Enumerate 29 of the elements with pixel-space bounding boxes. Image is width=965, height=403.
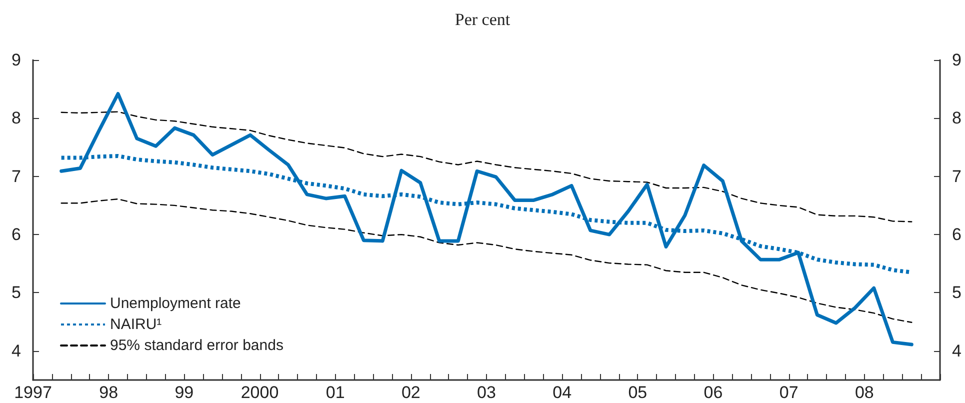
y-tick-label: 8 — [12, 108, 21, 128]
x-tick-label: 2000 — [240, 383, 279, 402]
y-tick-label: 4 — [12, 341, 21, 360]
x-tick-label: 03 — [477, 383, 496, 402]
y2-tick-label: 7 — [952, 166, 962, 186]
y2-tick-label: 4 — [952, 341, 962, 360]
y2-tick-label: 5 — [952, 283, 962, 302]
y-tick-label: 6 — [12, 225, 21, 244]
x-tick-label: 1997 — [14, 383, 52, 402]
legend-label: 95% standard error bands — [110, 337, 284, 354]
legend-label: Unemployment rate — [110, 295, 241, 312]
x-tick-label: 07 — [779, 383, 798, 402]
legend-label: NAIRU¹ — [110, 316, 162, 333]
x-tick-label: 05 — [628, 383, 648, 402]
x-tick-label: 08 — [854, 383, 874, 402]
x-tick-label: 02 — [401, 383, 420, 402]
y2-tick-label: 6 — [952, 225, 962, 244]
y-tick-label: 7 — [12, 166, 21, 186]
line-series — [60, 111, 912, 222]
x-tick-label: 01 — [326, 383, 345, 402]
chart-title: Per cent — [454, 10, 510, 29]
x-tick-label: 04 — [552, 383, 572, 402]
y-tick-label: 5 — [12, 283, 21, 302]
y2-tick-label: 9 — [952, 50, 962, 70]
y-tick-label: 9 — [12, 50, 21, 70]
y2-tick-label: 8 — [952, 108, 962, 128]
x-tick-label: 06 — [704, 383, 723, 402]
x-tick-label: 98 — [99, 383, 118, 402]
x-tick-label: 99 — [174, 383, 194, 402]
